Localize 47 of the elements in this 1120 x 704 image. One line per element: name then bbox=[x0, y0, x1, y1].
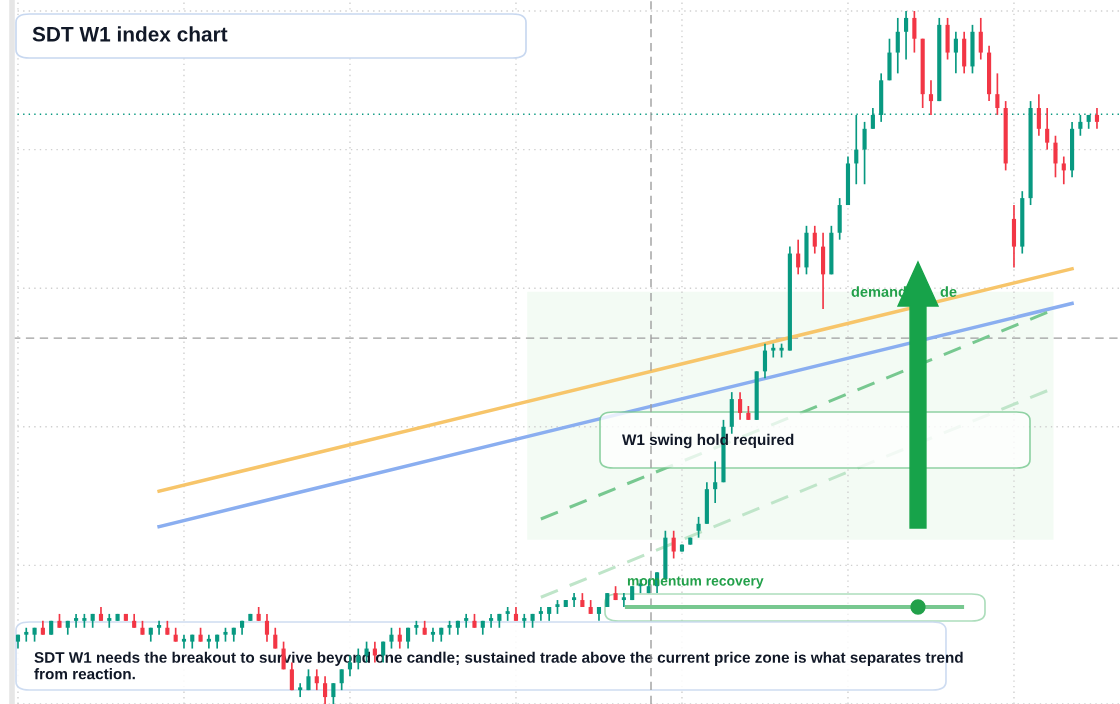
candlestick bbox=[181, 633, 187, 650]
candlestick bbox=[264, 613, 270, 643]
candlestick bbox=[489, 613, 494, 629]
candlestick bbox=[713, 460, 718, 504]
candlestick bbox=[522, 613, 527, 629]
candlestick bbox=[895, 17, 900, 75]
candlestick bbox=[397, 626, 402, 650]
candlestick bbox=[1094, 107, 1100, 130]
candlestick bbox=[1045, 107, 1050, 151]
candlestick bbox=[339, 668, 344, 691]
annotation: de bbox=[940, 286, 957, 297]
candlestick bbox=[928, 79, 934, 116]
candlestick bbox=[538, 606, 543, 622]
candlestick bbox=[430, 626, 436, 643]
candlestick bbox=[572, 592, 577, 608]
candlestick bbox=[206, 633, 211, 650]
candlestick bbox=[912, 10, 917, 54]
candlestick bbox=[862, 121, 867, 186]
candlestick bbox=[298, 682, 303, 698]
candlestick bbox=[995, 72, 1000, 116]
candlestick bbox=[323, 675, 328, 704]
candlestick bbox=[74, 613, 79, 629]
candlestick bbox=[389, 626, 394, 650]
candlestick bbox=[24, 626, 29, 643]
candlestick bbox=[696, 516, 701, 539]
candlestick bbox=[289, 661, 294, 691]
text: SDT W1 index chart bbox=[32, 26, 228, 42]
candlestick bbox=[1036, 93, 1041, 137]
candlestick bbox=[273, 626, 278, 650]
candlestick bbox=[738, 391, 743, 421]
candlestick bbox=[812, 224, 817, 255]
candlestick bbox=[314, 668, 319, 691]
candlestick bbox=[953, 30, 958, 75]
candlestick bbox=[904, 10, 909, 61]
candlestick bbox=[796, 238, 801, 276]
candlestick bbox=[1078, 114, 1083, 137]
candlestick bbox=[621, 592, 626, 608]
candlestick bbox=[331, 682, 336, 704]
candlestick bbox=[978, 17, 983, 61]
candlestick bbox=[1061, 155, 1066, 186]
candlestick bbox=[671, 529, 676, 560]
candlestick bbox=[762, 342, 768, 380]
candlestick bbox=[107, 613, 112, 629]
candlestick bbox=[1053, 134, 1058, 179]
candlestick bbox=[157, 620, 162, 636]
candlestick bbox=[464, 613, 469, 629]
candlestick bbox=[505, 606, 510, 622]
